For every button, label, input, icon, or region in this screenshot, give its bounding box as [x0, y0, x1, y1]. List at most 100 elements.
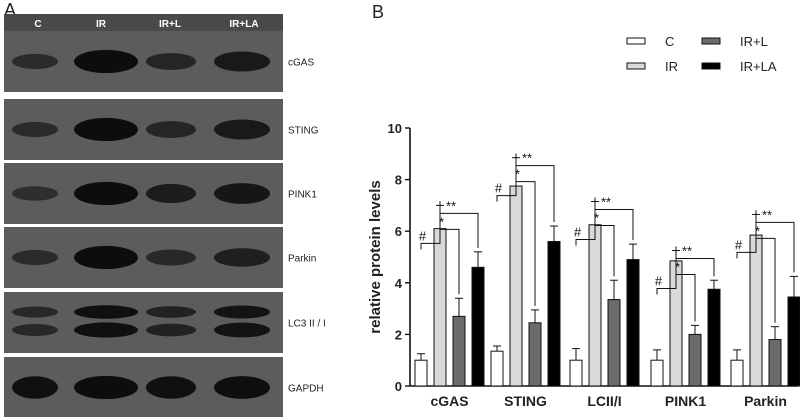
band-label: LC3 II / I [288, 319, 326, 330]
bar [707, 288, 721, 387]
protein-band [74, 322, 138, 338]
y-tick-label: 10 [388, 121, 402, 136]
y-axis-title: relative protein levels [367, 180, 384, 333]
blot-strip [4, 31, 283, 92]
significance-mark: # [419, 228, 427, 243]
category-label: cGAS [430, 393, 468, 409]
significance-mark: ** [601, 195, 611, 210]
significance-mark: ** [762, 207, 772, 222]
chart-legend: C IR IR+L IR+LA [626, 34, 777, 74]
lane-label: C [34, 19, 41, 30]
band-label: GAPDH [288, 384, 324, 395]
significance-bracket [675, 246, 715, 277]
bar [414, 359, 428, 387]
bar-chart: relative protein levels 0246810cGAS#***S… [367, 121, 800, 409]
significance-mark: * [515, 167, 520, 182]
y-tick-label: 8 [395, 173, 402, 188]
significance-mark: # [495, 181, 503, 196]
blot-background [4, 292, 283, 353]
protein-band [74, 181, 138, 206]
bar [688, 333, 702, 387]
significance-bracket [755, 210, 795, 273]
y-tick-label: 2 [395, 327, 402, 342]
bar [569, 359, 583, 387]
legend-label: C [665, 34, 674, 49]
protein-band [146, 306, 196, 318]
significance-bracket [515, 153, 536, 306]
western-blot-panel: C IR IR+L IR+LA cGAS STING PINK1 Parkin LC3 II /… [4, 14, 326, 417]
legend-swatch [701, 62, 721, 70]
protein-band [214, 248, 270, 267]
significance-bracket [675, 246, 696, 322]
blot-strip [4, 163, 283, 224]
protein-band [214, 51, 270, 72]
protein-band [214, 183, 270, 204]
band-label: PINK1 [288, 190, 317, 201]
significance-bracket [594, 197, 634, 241]
bar [768, 339, 782, 387]
protein-band [214, 376, 270, 399]
legend-swatch [626, 37, 646, 45]
significance-mark: * [594, 211, 599, 226]
blot-strip [4, 357, 283, 417]
protein-band [12, 186, 58, 201]
significance-mark: * [439, 214, 444, 229]
protein-band [74, 49, 138, 74]
blot-strip [4, 227, 283, 288]
bar [730, 359, 744, 387]
band-label: Parkin [288, 254, 316, 265]
protein-band [12, 324, 58, 336]
significance-mark: # [574, 225, 582, 240]
bar [787, 296, 800, 387]
protein-band [12, 53, 58, 70]
protein-band [214, 119, 270, 140]
protein-band [74, 117, 138, 142]
bar [509, 185, 523, 387]
legend-label: IR+L [740, 34, 768, 49]
bar [471, 266, 485, 387]
protein-band [12, 249, 58, 266]
lane-label: IR+LA [229, 19, 258, 30]
significance-mark: ** [522, 151, 532, 166]
significance-mark: * [675, 260, 680, 275]
protein-band [146, 249, 196, 266]
significance-bracket [439, 201, 460, 295]
lane-header-strip [4, 14, 283, 31]
bar [588, 224, 602, 387]
significance-mark: ** [446, 198, 456, 213]
protein-band [214, 322, 270, 338]
bar [490, 350, 504, 387]
legend-swatch [626, 62, 646, 70]
significance-bracket [439, 201, 479, 248]
bar [626, 259, 640, 387]
legend-label: IR+LA [740, 59, 777, 74]
y-tick-label: 4 [395, 276, 403, 291]
significance-bracket [755, 210, 776, 323]
significance-bracket [515, 153, 555, 223]
protein-band [146, 121, 196, 138]
y-tick-label: 6 [395, 224, 402, 239]
legend-label: IR [665, 59, 678, 74]
protein-band [74, 305, 138, 319]
category-label: Parkin [744, 393, 787, 409]
protein-band [214, 305, 270, 319]
y-tick-label: 0 [395, 379, 402, 394]
bar [607, 299, 621, 387]
lane-label: IR+L [159, 19, 181, 30]
category-label: PINK1 [665, 393, 706, 409]
significance-mark: * [755, 223, 760, 238]
significance-mark: # [735, 237, 743, 252]
protein-band [12, 376, 58, 399]
significance-mark: ** [682, 244, 692, 259]
protein-band [146, 53, 196, 70]
protein-band [146, 376, 196, 399]
bar [528, 322, 542, 387]
band-label: cGAS [288, 58, 314, 69]
bar [650, 359, 664, 387]
protein-band [74, 375, 138, 400]
protein-band [12, 306, 58, 318]
blot-strip [4, 292, 283, 353]
panel-b-letter: B [372, 2, 384, 22]
bar [433, 228, 447, 387]
significance-mark: # [655, 274, 663, 289]
